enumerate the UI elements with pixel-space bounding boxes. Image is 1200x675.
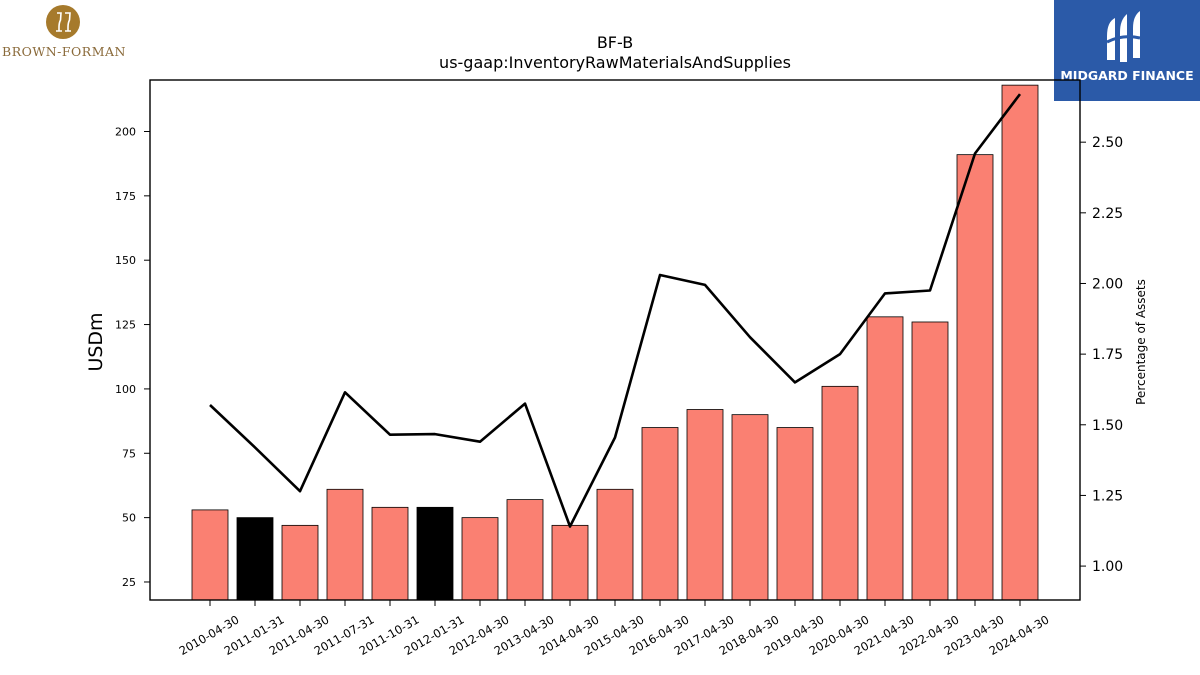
chart-title: BF-B (597, 33, 633, 52)
y-tick-label: 150 (115, 254, 136, 267)
bar-2022-04-30 (911, 321, 949, 601)
y-tick-label: 25 (122, 576, 136, 589)
bar-2024-04-30 (1001, 84, 1039, 601)
bar-2013-04-30 (506, 499, 544, 601)
y2-tick-label: 2.25 (1092, 206, 1123, 222)
bar-2019-04-30 (776, 427, 814, 601)
y2-tick-label: 1.50 (1092, 418, 1123, 434)
y2-tick-label: 2.00 (1092, 276, 1123, 292)
midgard-finance-wordmark: MIDGARD FINANCE (1060, 68, 1194, 83)
y2-tick-label: 1.25 (1092, 488, 1123, 504)
midgard-m-icon (1106, 11, 1141, 62)
y2-axis-label: Percentage of Assets (1134, 279, 1148, 405)
y2-tick-label: 2.50 (1092, 135, 1123, 151)
y-tick-label: 125 (115, 319, 136, 332)
bar-2021-04-30 (866, 316, 904, 601)
bar-2011-01-31 (236, 517, 274, 601)
bar-2014-04-30 (551, 524, 589, 601)
chart-subtitle: us-gaap:InventoryRawMaterialsAndSupplies (439, 53, 791, 72)
y-tick-label: 175 (115, 190, 136, 203)
line-series (209, 93, 1022, 528)
percentage-of-assets-line (209, 93, 1022, 528)
y-tick-label: 75 (122, 447, 136, 460)
y2-tick-label: 1.00 (1092, 559, 1123, 575)
bar-2010-04-30 (191, 509, 229, 601)
brown-forman-logo: BROWN-FORMAN (0, 0, 130, 66)
y-tick-label: 50 (122, 512, 136, 525)
y-tick-label: 200 (115, 125, 136, 138)
bar-2023-04-30 (956, 154, 994, 601)
y-tick-label: 100 (115, 383, 136, 396)
bar-2017-04-30 (686, 409, 724, 601)
y-axis-label: USDm (85, 312, 107, 371)
bar-2012-04-30 (461, 517, 499, 601)
brown-forman-emblem-icon (46, 5, 80, 39)
bar-2020-04-30 (821, 385, 859, 601)
y2-tick-label: 1.75 (1092, 347, 1123, 363)
bar-2016-04-30 (641, 427, 679, 601)
bar-2018-04-30 (731, 414, 769, 601)
bar-2012-01-31 (416, 506, 454, 601)
midgard-finance-logo: MIDGARD FINANCE (1054, 0, 1200, 101)
y-axis-left: 25 50 75 100 125 150 175 200 (115, 125, 150, 589)
bar-2011-04-30 (281, 524, 319, 601)
brown-forman-wordmark: BROWN-FORMAN (2, 44, 126, 59)
x-axis: 2010-04-302011-01-312011-04-302011-07-31… (177, 600, 1052, 658)
bar-series (191, 84, 1039, 601)
bar-2015-04-30 (596, 488, 634, 601)
y-axis-right: 1.00 1.25 1.50 1.75 2.00 2.25 2.50 (1080, 135, 1123, 575)
bar-2011-10-31 (371, 506, 409, 601)
bar-2011-07-31 (326, 488, 364, 601)
